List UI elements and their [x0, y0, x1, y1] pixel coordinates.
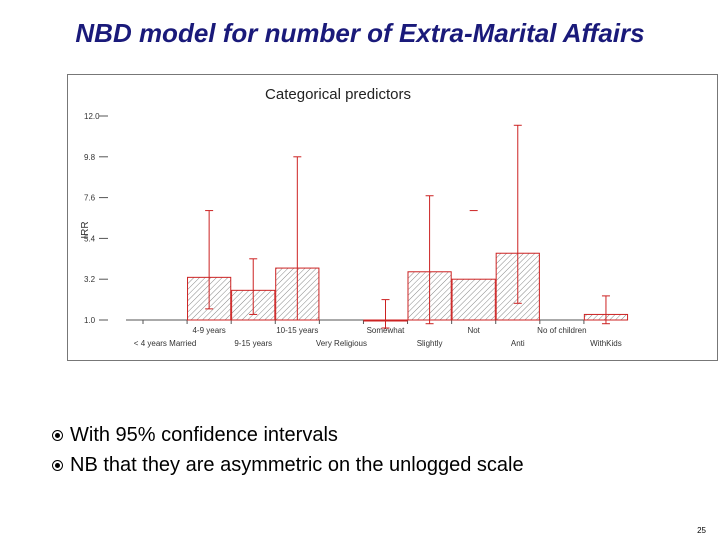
irr-bar-chart: Categorical predictors IRR 1.0 3.2 5.4 7.6 9… — [80, 86, 629, 348]
y-tick-label: 9.8 — [84, 153, 96, 162]
x-tick-label: 10-15 years — [276, 326, 318, 335]
y-tick-label: 12.0 — [84, 112, 100, 121]
x-tick-label: Somewhat — [367, 326, 406, 335]
bullet-text: NB that they are asymmetric on the unlog… — [70, 453, 524, 476]
chart-title: Categorical predictors — [265, 86, 411, 103]
x-tick-label: No of children — [537, 326, 586, 335]
slide-title: NBD model for number of Extra-Marital Af… — [75, 18, 645, 48]
bullet-dot-icon — [52, 429, 63, 441]
x-tick-label: Slightly — [417, 339, 443, 348]
y-tick-label: 3.2 — [84, 275, 96, 284]
bars — [187, 124, 629, 329]
x-tick-label: < 4 years Married — [134, 339, 196, 348]
bar — [451, 278, 496, 321]
y-tick-label: 1.0 — [84, 316, 96, 325]
y-tick-label: 7.6 — [84, 194, 96, 203]
chart-frame: Categorical predictors IRR 1.0 3.2 5.4 7.6 9… — [67, 74, 718, 361]
x-tick-label: Not — [467, 326, 480, 335]
bullet-item: With 95% confidence intervals — [52, 420, 524, 450]
bullet-item: NB that they are asymmetric on the unlog… — [52, 450, 524, 480]
x-tick-label: 4-9 years — [192, 326, 225, 335]
y-axis-ticks: 1.0 3.2 5.4 7.6 9.8 12.0 — [84, 112, 108, 325]
x-tick-label: 9-15 years — [234, 339, 272, 348]
bullet-text: With 95% confidence intervals — [70, 423, 338, 446]
page-number: 25 — [697, 526, 706, 535]
x-tick-label: Very Religious — [316, 339, 367, 348]
x-axis-labels: < 4 years Married 4-9 years 9-15 years 10-1… — [134, 326, 622, 348]
x-tick-label: WithKids — [590, 339, 622, 348]
y-tick-label: 5.4 — [84, 234, 96, 243]
x-tick-label: Anti — [511, 339, 525, 348]
bullet-list: With 95% confidence intervals NB that th… — [52, 420, 524, 480]
y-axis-label: IRR — [80, 221, 91, 238]
bullet-dot-icon — [52, 459, 63, 471]
